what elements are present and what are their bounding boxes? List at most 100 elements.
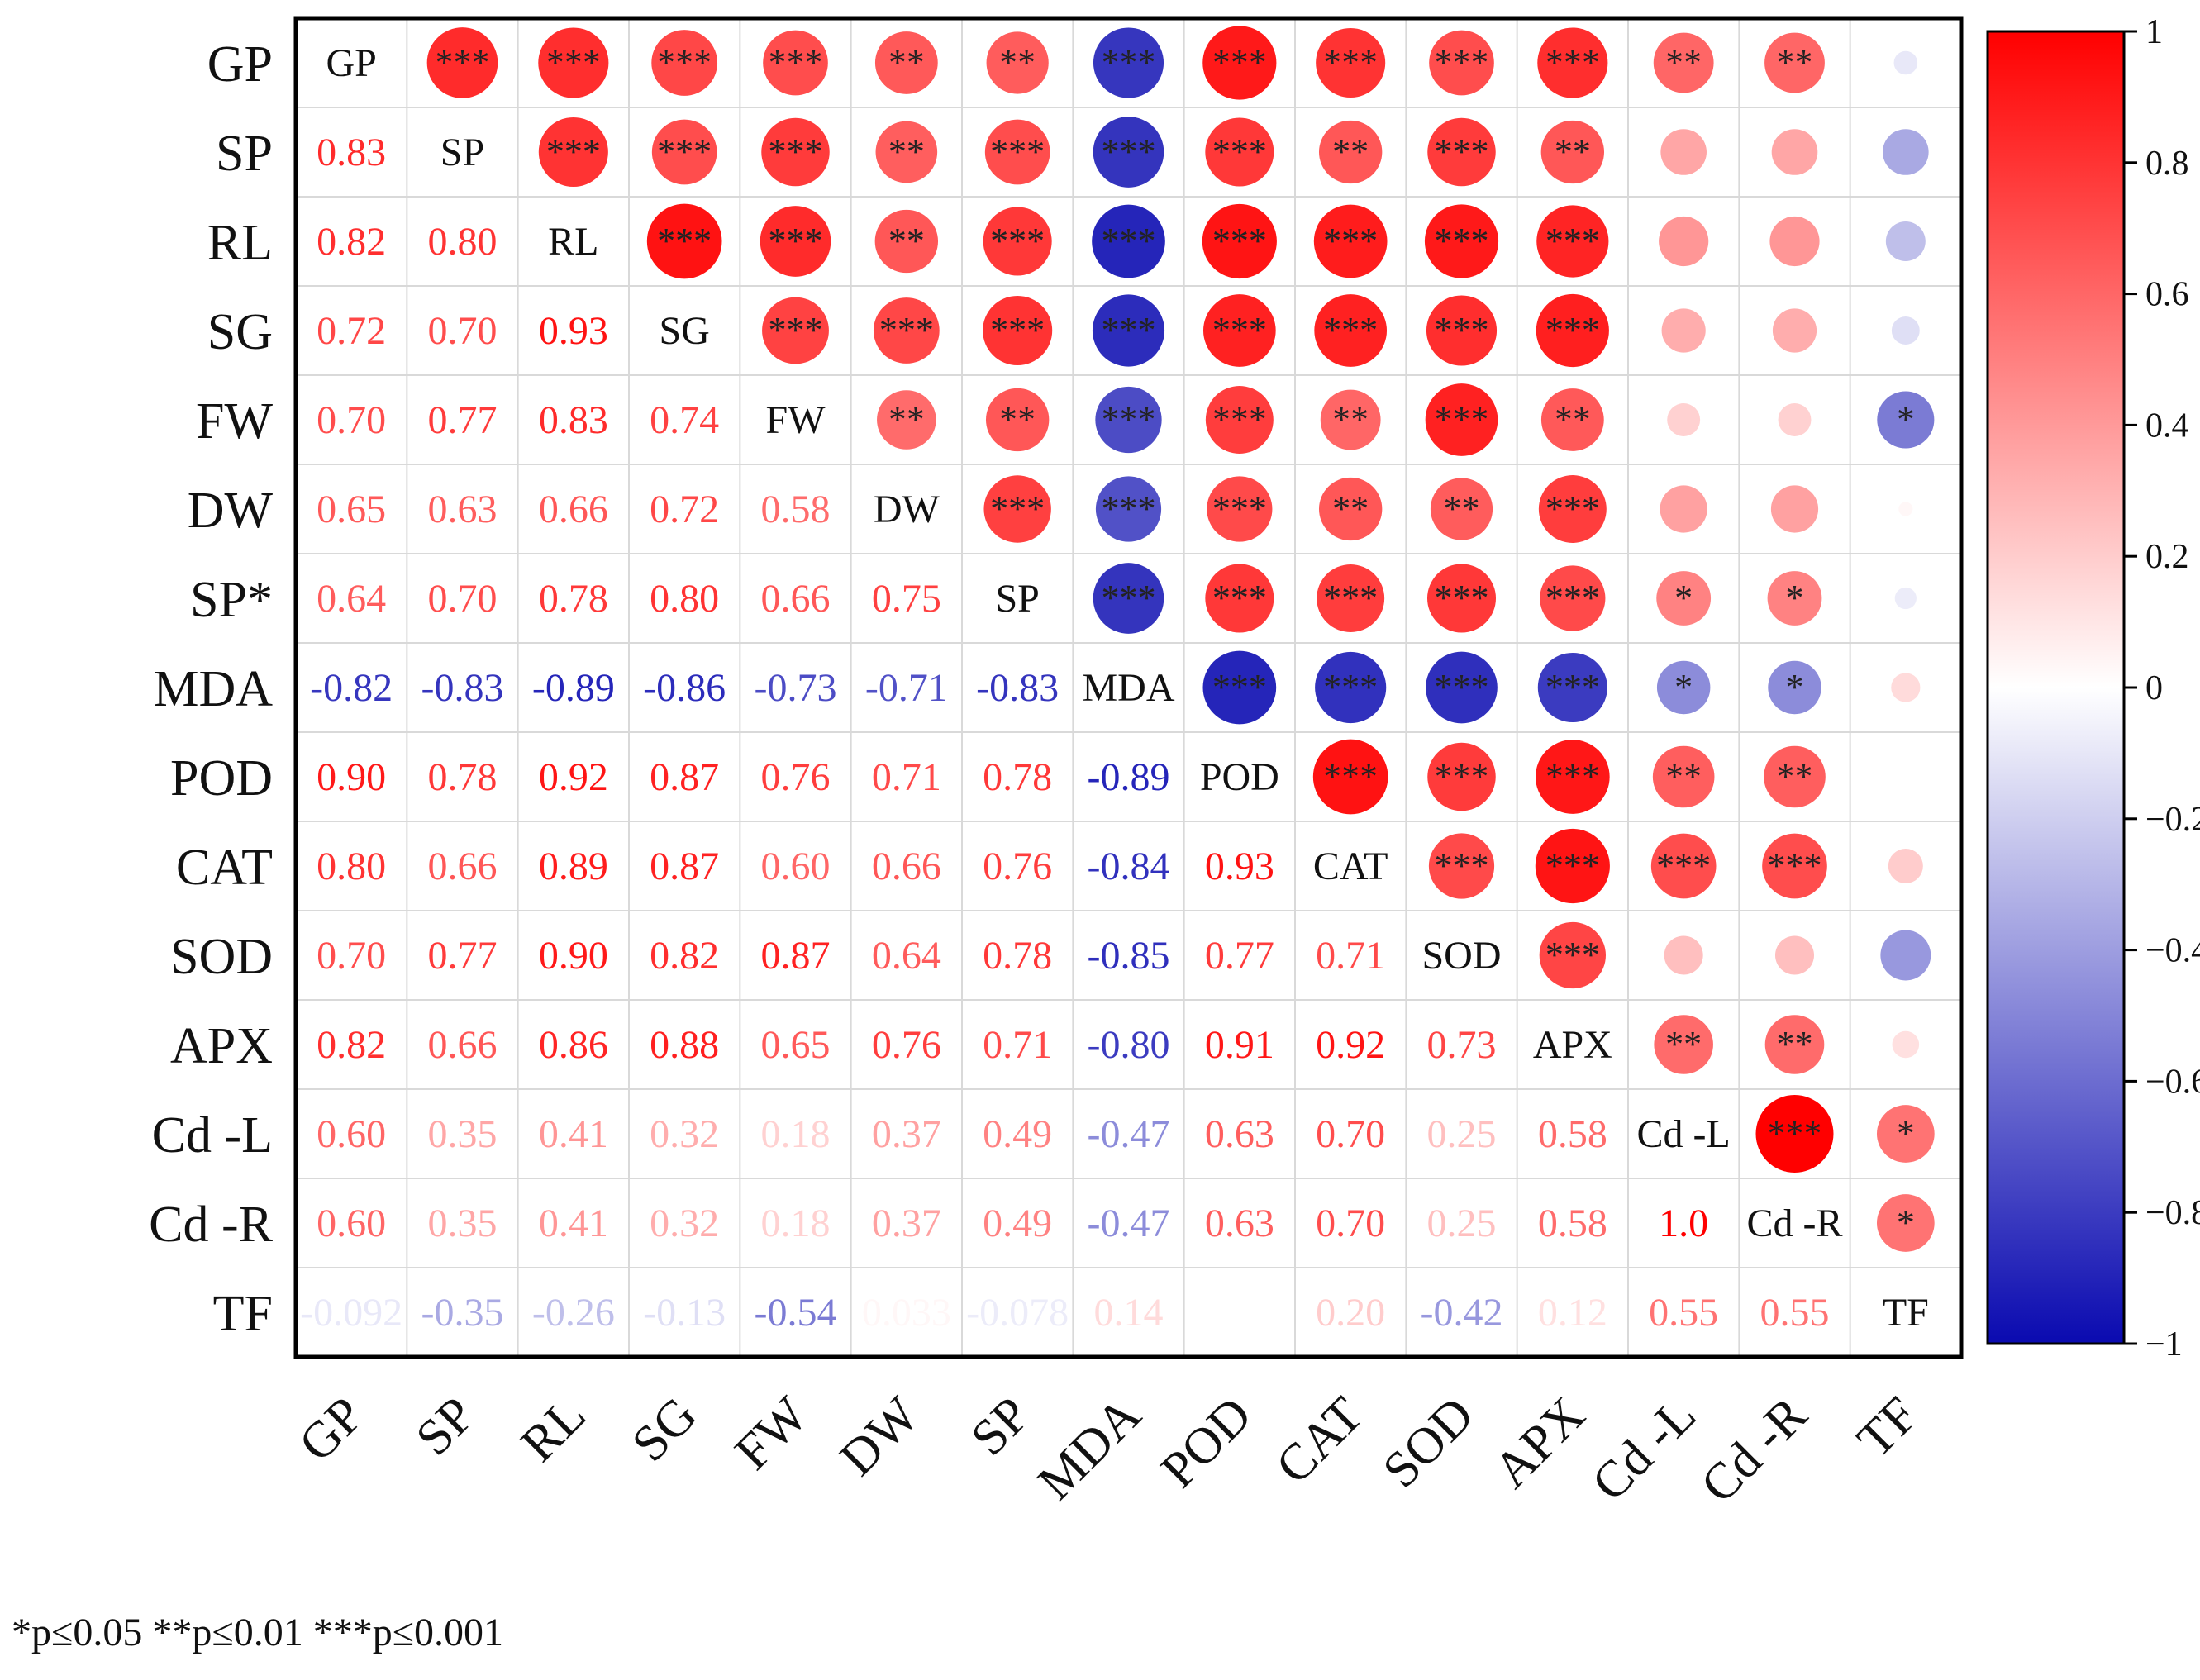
correlation-value: 0.70: [317, 934, 386, 978]
significance-mark: ***: [1323, 578, 1378, 618]
colorbar-tick-label: −0.8: [2145, 1194, 2200, 1232]
correlation-circle: [1537, 27, 1608, 98]
correlation-value: -0.85: [1088, 934, 1170, 978]
significance-mark: ***: [990, 131, 1045, 172]
correlation-circle: [1888, 848, 1923, 884]
correlation-value: 0.65: [317, 488, 386, 531]
diagonal-label: RL: [548, 220, 598, 264]
correlation-circle: [1880, 930, 1931, 981]
correlation-circle: [651, 119, 717, 185]
column-label: SG: [621, 1387, 707, 1473]
correlation-value: -0.84: [1088, 845, 1170, 888]
correlation-value: -0.35: [421, 1291, 504, 1335]
correlation-circle: [1656, 660, 1711, 715]
significance-mark: ***: [990, 310, 1045, 350]
correlation-value: 0.87: [761, 934, 831, 978]
significance-mark: ***: [436, 42, 490, 83]
diagonal-label: SP: [440, 131, 484, 174]
correlation-value: 0.72: [650, 488, 719, 531]
significance-mark: ***: [1102, 310, 1156, 350]
correlation-value: 0.92: [1316, 1023, 1385, 1067]
correlation-value: 0.63: [428, 488, 498, 531]
correlation-circle: [1650, 833, 1717, 899]
correlation-value: 0.86: [539, 1023, 608, 1067]
correlation-circle: [875, 121, 938, 183]
row-label: POD: [170, 750, 273, 807]
significance-mark: ***: [1323, 756, 1378, 797]
row-label: MDA: [153, 661, 273, 717]
row-label: Cd -L: [152, 1107, 273, 1164]
diagonal-label: CAT: [1313, 845, 1388, 888]
correlation-circle: [1654, 1015, 1713, 1074]
correlation-circle: [1876, 1105, 1935, 1163]
correlation-circle: [1656, 571, 1712, 626]
correlation-circle: [1767, 571, 1822, 626]
significance-mark: *: [1897, 1113, 1915, 1154]
column-label: DW: [830, 1386, 930, 1486]
correlation-circle: [1771, 129, 1818, 175]
row-label: SP: [216, 126, 273, 182]
correlation-value: 0.78: [983, 934, 1052, 978]
correlation-value: 0.60: [761, 845, 831, 888]
correlation-value: -0.71: [865, 666, 948, 710]
significance-mark: ***: [1102, 399, 1156, 440]
significance-mark: ***: [1545, 578, 1600, 618]
correlation-value: 0.64: [872, 934, 941, 978]
correlation-value: 0.35: [428, 1112, 498, 1156]
correlation-circle: [1426, 651, 1498, 724]
significance-mark: ***: [769, 221, 823, 261]
correlation-circle: [1535, 740, 1610, 814]
correlation-circle: [1775, 935, 1814, 975]
row-label: SP*: [190, 572, 273, 628]
significance-mark: **: [888, 131, 925, 172]
correlation-circle: [1093, 563, 1164, 634]
correlation-value: 0.70: [428, 309, 498, 353]
correlation-value: -0.86: [643, 666, 726, 710]
correlation-value: 0.83: [317, 131, 386, 174]
diagonal-label: POD: [1200, 755, 1279, 799]
significance-mark: ***: [1102, 488, 1156, 529]
correlation-circle: [1093, 117, 1164, 188]
correlation-value: 0.80: [317, 845, 386, 888]
correlation-value: 0.58: [761, 488, 831, 531]
colorbar: [1986, 30, 2126, 1345]
column-label: POD: [1150, 1387, 1263, 1499]
correlation-circle: [1202, 26, 1277, 100]
correlation-value: 0.80: [428, 220, 498, 264]
significance-mark: ***: [1656, 845, 1711, 886]
correlation-circle: [1315, 651, 1387, 724]
correlation-value: 0.72: [317, 309, 386, 353]
correlation-circle: [1652, 745, 1715, 808]
correlation-value: 0.14: [1094, 1291, 1164, 1335]
correlation-value: -0.47: [1088, 1202, 1170, 1245]
correlation-value: 0.60: [317, 1112, 386, 1156]
correlation-value: 0.80: [650, 577, 719, 621]
correlation-circle: [1313, 204, 1388, 278]
correlation-circle: [1426, 564, 1497, 633]
significance-mark: **: [888, 42, 925, 83]
correlation-circle: [986, 31, 1049, 94]
significance-mark: ***: [1212, 131, 1267, 172]
correlation-circle: [1317, 564, 1385, 632]
significance-mark: **: [1777, 756, 1813, 797]
correlation-circle: [985, 388, 1050, 452]
diagonal-label: Cd -L: [1637, 1112, 1731, 1156]
diagonal-label: SG: [659, 309, 709, 353]
significance-mark: *: [1786, 667, 1804, 707]
column-label: SP: [960, 1387, 1040, 1467]
significance-mark: *: [1674, 578, 1693, 618]
significance-mark: ***: [1768, 845, 1822, 886]
significance-mark: ***: [1435, 131, 1489, 172]
significance-mark: ***: [1212, 221, 1267, 261]
correlation-circle: [1318, 120, 1383, 184]
significance-mark: *: [1674, 667, 1693, 707]
correlation-value: 0.76: [872, 1023, 941, 1067]
correlation-circle: [1092, 294, 1165, 367]
correlation-value: 0.18: [761, 1202, 831, 1245]
column-label: SOD: [1373, 1387, 1485, 1499]
correlation-value: 0.78: [428, 755, 498, 799]
correlation-circle: [1427, 117, 1496, 187]
correlation-circle: [1535, 828, 1610, 904]
correlation-value: -0.82: [310, 666, 393, 710]
significance-mark: ***: [1545, 845, 1600, 886]
